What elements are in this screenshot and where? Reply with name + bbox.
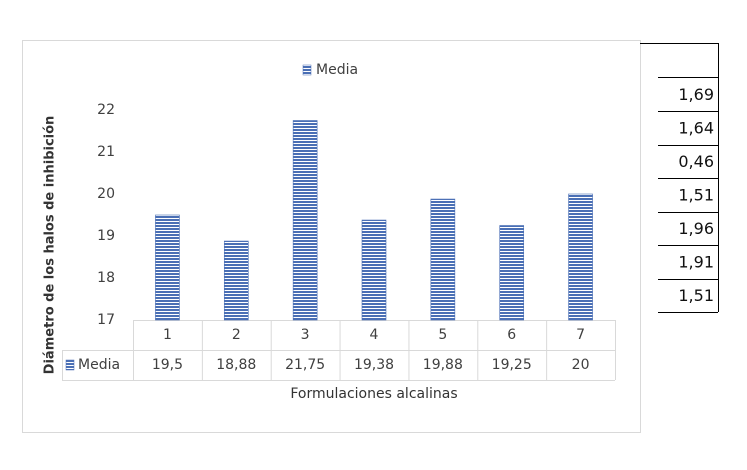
x-tick-label: 7 [576, 327, 585, 343]
bar [223, 240, 249, 321]
y-tick-label: 20 [97, 186, 115, 202]
table-cell: 1,96 [678, 219, 714, 238]
x-tick-label: 4 [370, 327, 379, 343]
table-cell: 1,51 [678, 286, 714, 305]
bar [499, 225, 525, 321]
x-tick-label: 1 [163, 327, 172, 343]
y-axis-title: Diámetro de los halos de inhibición [43, 116, 58, 375]
data-table-value: 19,5 [152, 357, 183, 373]
data-table-value: 21,75 [285, 357, 325, 373]
bar [292, 120, 318, 321]
bar [568, 193, 593, 321]
chart-frame [22, 40, 641, 433]
bar [361, 219, 387, 321]
bar [430, 198, 456, 321]
table-cell: 1,69 [678, 85, 714, 104]
y-tick-label: 21 [97, 144, 115, 160]
legend-label: Media [316, 62, 358, 78]
table-cell: 1,64 [678, 119, 714, 138]
table-cell: 1,51 [678, 186, 714, 205]
y-tick-label: 19 [97, 228, 115, 244]
legend-key [65, 359, 75, 371]
bar [155, 214, 180, 321]
y-tick-label: 17 [97, 312, 115, 328]
table-cell: 0,46 [678, 152, 714, 171]
x-tick-label: 6 [507, 327, 516, 343]
legend-key [302, 64, 312, 76]
data-table-value: 19,38 [354, 357, 394, 373]
data-table-value: 18,88 [216, 357, 256, 373]
x-tick-label: 2 [232, 327, 241, 343]
data-table-value: 19,88 [423, 357, 463, 373]
x-tick-label: 3 [301, 327, 310, 343]
y-tick-label: 22 [97, 102, 115, 118]
table-cell: 1,91 [678, 252, 714, 271]
data-table-value: 19,25 [492, 357, 532, 373]
x-axis-title: Formulaciones alcalinas [290, 386, 457, 402]
y-tick-label: 18 [97, 270, 115, 286]
x-tick-label: 5 [438, 327, 447, 343]
data-table-legend: Media [78, 357, 120, 373]
data-table-value: 20 [572, 357, 590, 373]
